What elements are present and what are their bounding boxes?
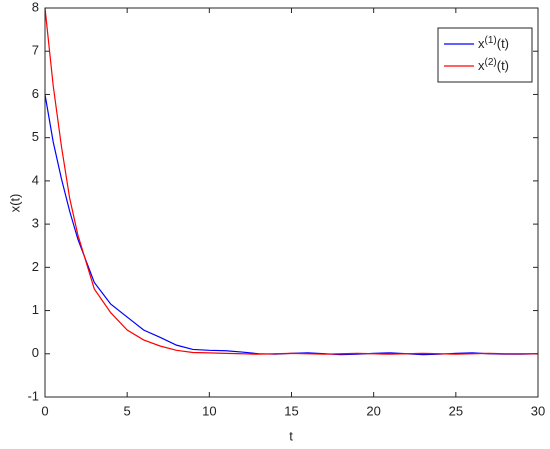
- y-axis-label: x(t): [7, 194, 22, 213]
- legend-box: [437, 27, 533, 83]
- legend-label: x(2)(t): [478, 57, 509, 74]
- legend-label: x(1)(t): [478, 35, 509, 52]
- x-tick-label: 30: [531, 403, 545, 418]
- x-tick-label: 0: [41, 403, 48, 418]
- x-tick-label: 10: [202, 403, 216, 418]
- x-tick-label: 20: [366, 403, 380, 418]
- y-tick-label: 7: [32, 43, 39, 58]
- y-tick-label: 2: [32, 259, 39, 274]
- x-axis-label: t: [289, 428, 293, 443]
- series-line: [44, 7, 538, 355]
- y-tick-label: 5: [32, 129, 39, 144]
- y-tick-label: 0: [32, 345, 39, 360]
- y-tick-label: 6: [32, 86, 39, 101]
- y-tick-label: 1: [32, 302, 39, 317]
- x-tick-label: 5: [124, 403, 131, 418]
- y-tick-label: 4: [32, 172, 39, 187]
- axes-box: [44, 7, 539, 398]
- y-tick-label: 8: [32, 0, 39, 14]
- x-tick-label: 25: [449, 403, 463, 418]
- x-tick-label: 15: [284, 403, 298, 418]
- y-tick-label: 3: [32, 216, 39, 231]
- y-tick-label: -1: [27, 388, 39, 403]
